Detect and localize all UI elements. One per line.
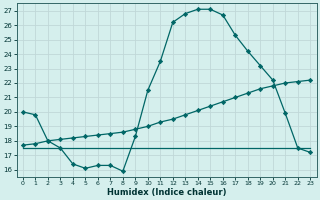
X-axis label: Humidex (Indice chaleur): Humidex (Indice chaleur) [107, 188, 226, 197]
